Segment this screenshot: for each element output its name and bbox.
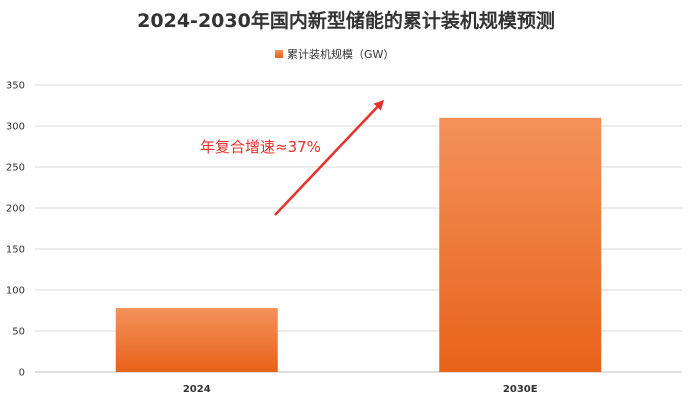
growth-arrow [274, 99, 385, 216]
legend-swatch [275, 50, 283, 58]
legend-label: 累计装机规模（GW） [287, 47, 394, 61]
y-tick-label: 250 [6, 163, 25, 174]
bar-2024 [115, 308, 278, 372]
y-tick-label: 200 [6, 204, 25, 215]
y-axis-ticks: 0 50 100 150 200 250 300 350 [6, 81, 25, 379]
growth-annotation: 年复合增速≈37% [200, 138, 321, 156]
y-tick-label: 150 [6, 245, 25, 256]
x-axis-labels: 2024 2030E [183, 384, 538, 395]
bar-2030E [439, 117, 602, 372]
y-tick-label: 100 [6, 286, 25, 297]
y-tick-label: 0 [19, 368, 25, 379]
legend: 累计装机规模（GW） [275, 47, 394, 61]
chart-title: 2024-2030年国内新型储能的累计装机规模预测 [137, 9, 555, 32]
y-tick-label: 350 [6, 81, 25, 92]
y-tick-label: 300 [6, 122, 25, 133]
bars [115, 117, 602, 372]
x-tick-label: 2024 [183, 384, 211, 395]
x-tick-label: 2030E [503, 384, 538, 395]
y-tick-label: 50 [12, 327, 25, 338]
